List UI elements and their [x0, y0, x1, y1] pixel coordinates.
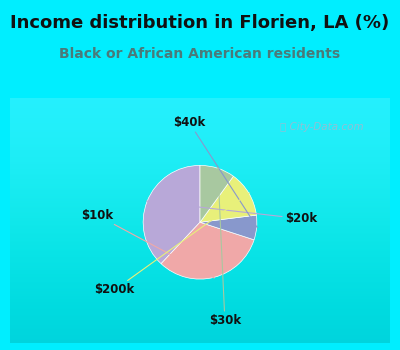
Text: $30k: $30k	[209, 168, 241, 327]
Text: Black or African American residents: Black or African American residents	[60, 47, 340, 61]
Text: ⓘ City-Data.com: ⓘ City-Data.com	[280, 122, 364, 132]
Wedge shape	[200, 215, 257, 240]
Wedge shape	[200, 176, 256, 222]
Text: $200k: $200k	[95, 193, 250, 296]
Wedge shape	[143, 166, 200, 264]
Wedge shape	[161, 222, 254, 279]
Text: $40k: $40k	[173, 116, 257, 228]
Text: $10k: $10k	[81, 209, 214, 278]
Text: Income distribution in Florien, LA (%): Income distribution in Florien, LA (%)	[10, 14, 390, 32]
Wedge shape	[200, 166, 234, 222]
Text: $20k: $20k	[146, 201, 317, 225]
